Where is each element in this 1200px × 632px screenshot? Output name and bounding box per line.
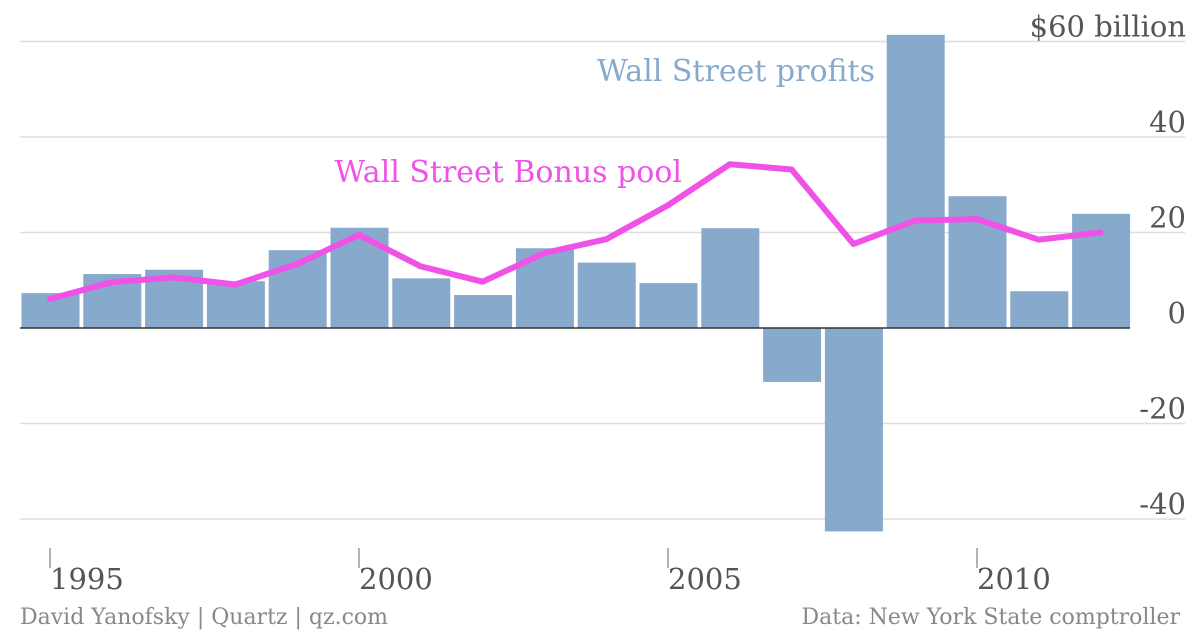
x-tick-label: 2000 — [359, 562, 433, 596]
profit-bar-2010 — [948, 196, 1007, 328]
y-tick-label: -20 — [1139, 392, 1186, 426]
x-axis-ticks — [49, 548, 978, 568]
bonus-series-label: Wall Street Bonus pool — [335, 155, 683, 190]
y-tick-label: 0 — [1168, 296, 1186, 330]
profit-bar-2005 — [639, 283, 698, 328]
x-tick-label: 2005 — [668, 562, 742, 596]
profit-bar-2002 — [454, 295, 513, 328]
y-tick-label: 20 — [1149, 201, 1186, 235]
profit-bars — [21, 34, 1131, 532]
y-axis-tick-labels: $60 billion 40 20 0 -20 -40 — [1030, 10, 1186, 522]
profits-series-label: Wall Street profits — [597, 54, 875, 89]
bonus-pool-line — [47, 161, 1104, 302]
x-tick-label: 1995 — [50, 562, 124, 596]
footer-source: Data: New York State comptroller — [801, 605, 1180, 630]
footer-credit: David Yanofsky | Quartz | qz.com — [20, 605, 388, 630]
profit-bar-2001 — [392, 278, 451, 328]
profit-bar-2011 — [1010, 291, 1069, 328]
profit-bar-2008 — [824, 328, 883, 532]
grid-lines — [20, 40, 1185, 520]
profit-bar-2006 — [701, 228, 760, 328]
profit-bar-2007 — [763, 328, 822, 382]
profit-bar-2009 — [886, 34, 945, 328]
x-tick-label: 2010 — [977, 562, 1051, 596]
profit-bar-1998 — [206, 281, 265, 328]
x-axis-tick-labels: 1995 2000 2005 2010 — [50, 562, 1051, 596]
profit-bar-2004 — [577, 262, 636, 328]
y-tick-label: 40 — [1149, 105, 1186, 139]
y-tick-label: -40 — [1139, 487, 1186, 521]
y-tick-label: $60 billion — [1030, 10, 1186, 44]
